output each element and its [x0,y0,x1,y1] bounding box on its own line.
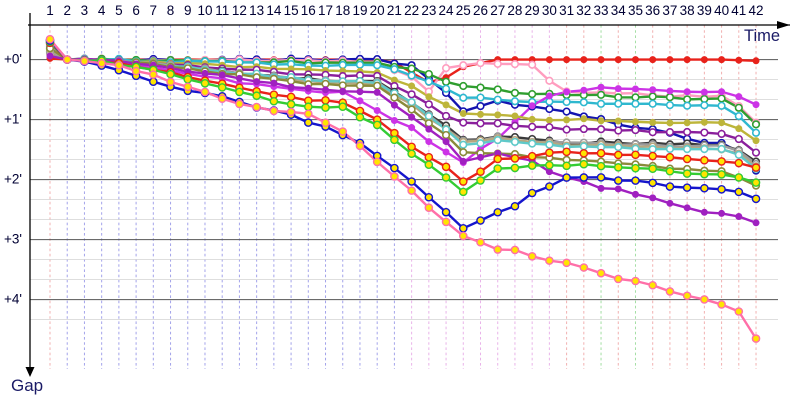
svg-text:25: 25 [456,3,471,18]
svg-text:4: 4 [98,3,106,18]
svg-text:14: 14 [266,3,282,18]
svg-text:35: 35 [628,3,643,18]
svg-text:7: 7 [150,3,158,18]
svg-text:+0': +0' [4,52,22,67]
svg-text:20: 20 [370,3,385,18]
svg-text:26: 26 [473,3,488,18]
svg-text:41: 41 [731,3,746,18]
svg-text:21: 21 [387,3,402,18]
svg-text:8: 8 [167,3,175,18]
svg-text:15: 15 [284,3,299,18]
svg-text:32: 32 [576,3,591,18]
svg-text:22: 22 [404,3,419,18]
svg-text:16: 16 [301,3,316,18]
svg-text:33: 33 [594,3,609,18]
svg-text:11: 11 [215,3,229,18]
svg-text:36: 36 [645,3,660,18]
svg-text:38: 38 [680,3,695,18]
svg-text:40: 40 [714,3,729,18]
svg-text:+2': +2' [4,172,22,187]
svg-text:+3': +3' [4,232,22,247]
svg-text:+1': +1' [4,112,22,127]
svg-text:2: 2 [63,3,71,18]
svg-text:17: 17 [318,3,333,18]
svg-text:31: 31 [559,3,574,18]
svg-text:1: 1 [46,3,54,18]
svg-text:18: 18 [335,3,350,18]
svg-text:10: 10 [197,3,212,18]
svg-text:34: 34 [611,3,627,18]
svg-text:12: 12 [232,3,247,18]
svg-text:Gap: Gap [11,376,43,395]
svg-text:9: 9 [184,3,192,18]
svg-text:29: 29 [525,3,540,18]
svg-text:3: 3 [81,3,89,18]
svg-text:28: 28 [507,3,522,18]
svg-text:5: 5 [115,3,123,18]
svg-text:6: 6 [132,3,140,18]
svg-text:24: 24 [439,3,455,18]
svg-text:39: 39 [697,3,712,18]
svg-text:27: 27 [490,3,505,18]
svg-text:42: 42 [749,3,764,18]
svg-text:30: 30 [542,3,557,18]
svg-text:19: 19 [352,3,367,18]
svg-text:13: 13 [249,3,264,18]
svg-text:Time: Time [744,27,780,45]
svg-text:37: 37 [662,3,677,18]
svg-text:+4': +4' [4,292,22,307]
svg-text:23: 23 [421,3,436,18]
